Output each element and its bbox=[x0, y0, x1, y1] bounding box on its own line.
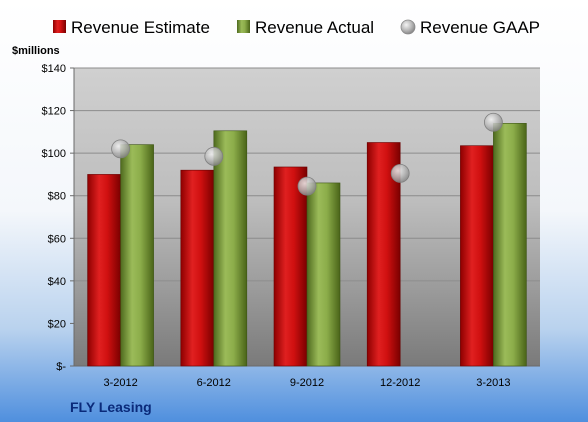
bar-actual bbox=[213, 130, 248, 367]
gaap-marker bbox=[111, 139, 130, 159]
x-tick-label: 9-2012 bbox=[290, 377, 324, 389]
y-tick-label: $20 bbox=[48, 318, 66, 330]
bar-estimate bbox=[273, 166, 308, 367]
gaap-marker bbox=[204, 146, 224, 166]
legend-swatch-gaap bbox=[400, 19, 416, 35]
y-tick-label: $60 bbox=[48, 233, 66, 245]
legend-label-actual: Revenue Actual bbox=[255, 18, 374, 37]
legend-swatch-estimate bbox=[53, 20, 66, 33]
y-tick-label: $140 bbox=[42, 63, 66, 75]
legend-swatch-actual bbox=[237, 20, 250, 33]
bars bbox=[87, 123, 527, 367]
bar-actual bbox=[306, 182, 341, 367]
unit-label: $millions bbox=[12, 45, 60, 57]
y-tick-label: $- bbox=[56, 361, 66, 373]
gaap-marker bbox=[390, 163, 410, 183]
y-tick-label: $40 bbox=[48, 276, 66, 288]
legend-label-gaap: Revenue GAAP bbox=[420, 18, 540, 37]
bar-estimate bbox=[180, 169, 215, 367]
legend-label-estimate: Revenue Estimate bbox=[71, 18, 210, 37]
bar-estimate bbox=[460, 145, 494, 367]
y-tick-label: $100 bbox=[42, 148, 66, 160]
bar-actual bbox=[120, 144, 154, 367]
gaap-markers bbox=[111, 112, 503, 196]
gaap-marker bbox=[483, 112, 503, 132]
x-tick-label: 3-2013 bbox=[476, 377, 510, 389]
x-tick-label: 3-2012 bbox=[103, 377, 137, 389]
company-name: FLY Leasing bbox=[70, 399, 152, 415]
x-tick-label: 6-2012 bbox=[197, 377, 231, 389]
gaap-marker bbox=[297, 176, 317, 196]
bar-estimate bbox=[87, 174, 121, 367]
y-tick-label: $120 bbox=[42, 106, 66, 118]
x-axis-ticks: 3-2012 6-2012 9-2012 12-2012 3-2013 bbox=[103, 377, 510, 389]
bar-actual bbox=[493, 123, 527, 367]
x-tick-label: 12-2012 bbox=[380, 377, 420, 389]
legend: Revenue Estimate Revenue Actual Revenue … bbox=[53, 18, 540, 37]
y-axis-ticks: $- $20 $40 $60 $80 $100 $120 $140 bbox=[42, 63, 74, 373]
y-tick-label: $80 bbox=[48, 191, 66, 203]
